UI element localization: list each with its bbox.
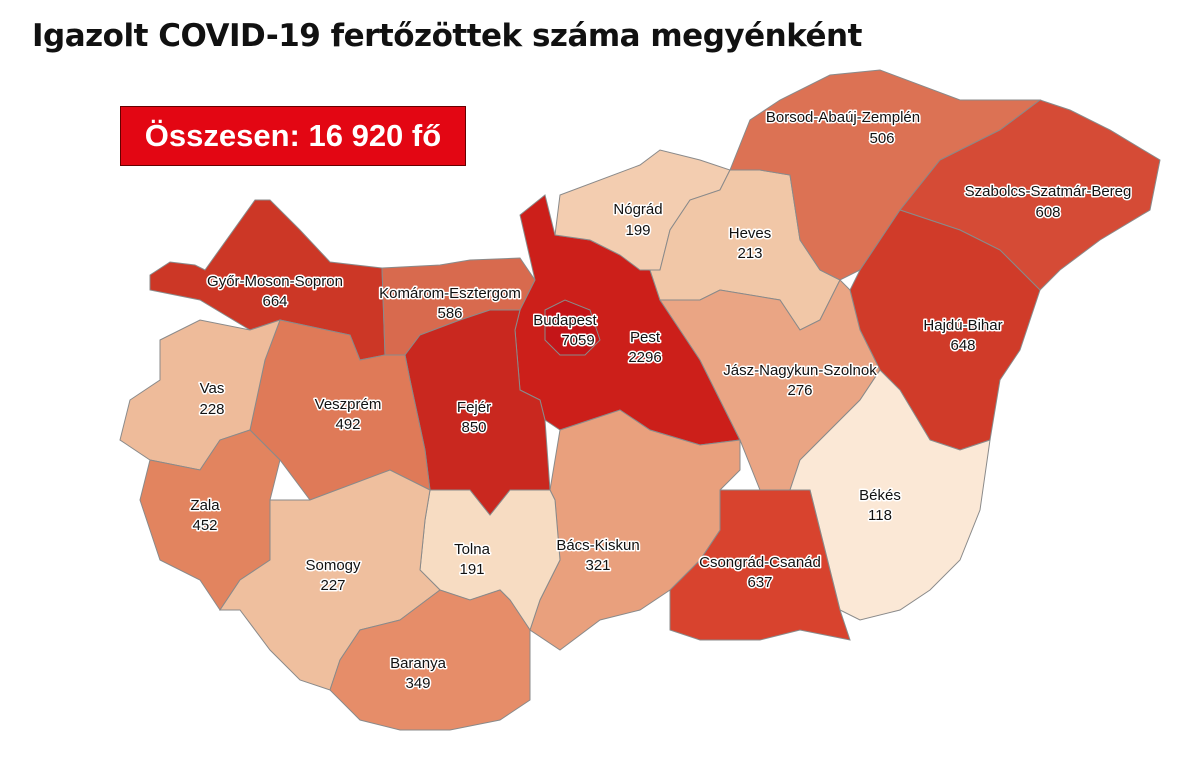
label-value: 228: [199, 401, 224, 418]
label-name: Szabolcs-Szatmár-Bereg: [965, 183, 1132, 200]
label-value: 608: [1035, 204, 1060, 221]
county-labels: Borsod-Abaúj-Zemplén 506 Szabolcs-Szatmá…: [189, 108, 1133, 694]
county-budapest[interactable]: [544, 299, 601, 356]
label-value: 349: [405, 675, 430, 692]
label-name: Fejér: [457, 399, 491, 416]
label-value: 664: [262, 293, 287, 310]
label-value: 506: [869, 130, 894, 147]
label-name: Tolna: [454, 541, 491, 558]
label-value: 492: [335, 416, 360, 433]
label-name: Somogy: [305, 557, 361, 574]
county-szabolcs-szatmar-bereg[interactable]: [899, 99, 1161, 291]
label-name: Hajdú-Bihar: [923, 317, 1002, 334]
label-name: Nógrád: [613, 201, 662, 218]
map-title: Igazolt COVID-19 fertőzöttek száma megyé…: [32, 18, 862, 54]
county-bekes[interactable]: [789, 369, 991, 621]
label-name: Békés: [859, 487, 901, 504]
label-value: 850: [461, 419, 486, 436]
county-jasz-nagykun-szolnok[interactable]: [659, 279, 881, 491]
label-value: 637: [747, 574, 772, 591]
label-name: Csongrád-Csanád: [699, 554, 821, 571]
label-value: 191: [459, 561, 484, 578]
label-name: Baranya: [390, 655, 447, 672]
label-value: 118: [868, 507, 892, 524]
label-value: 199: [625, 222, 650, 239]
label-name: Budapest: [533, 312, 597, 329]
label-value: 227: [320, 577, 345, 594]
label-name: Bács-Kiskun: [556, 537, 639, 554]
label-name: Heves: [729, 225, 772, 242]
label-value: 648: [950, 337, 975, 354]
label-value: 452: [192, 517, 217, 534]
label-name: Veszprém: [315, 396, 382, 413]
label-name: Komárom-Esztergom: [379, 285, 521, 302]
label-name: Jász-Nagykun-Szolnok: [723, 362, 877, 379]
label-name: Vas: [200, 380, 225, 397]
label-name: Pest: [630, 329, 661, 346]
label-value: 321: [585, 557, 610, 574]
label-name: Zala: [190, 497, 220, 514]
label-name: Győr-Moson-Sopron: [207, 273, 343, 290]
label-value: 586: [437, 305, 462, 322]
label-value: 213: [737, 245, 762, 262]
county-baranya[interactable]: [329, 589, 531, 731]
label-value: 2296: [628, 349, 661, 366]
total-count-badge: Összesen: 16 920 fő: [120, 106, 466, 166]
label-value: 7059: [561, 332, 594, 349]
label-name: Borsod-Abaúj-Zemplén: [766, 109, 920, 126]
label-value: 276: [787, 382, 812, 399]
